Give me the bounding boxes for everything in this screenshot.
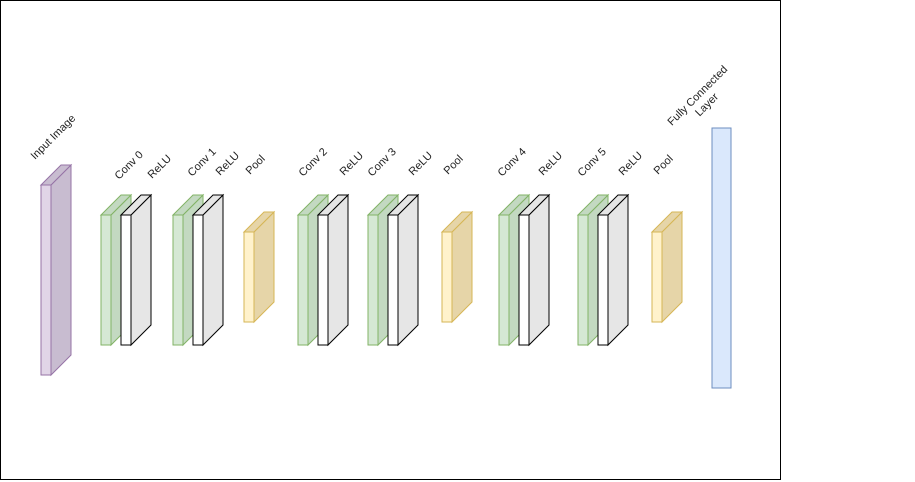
pool-layer-1: [242, 210, 276, 324]
relu-layer-3-face: [387, 214, 399, 346]
pool-layer-5: [650, 210, 684, 324]
pool-layer-3-face: [441, 231, 453, 323]
pool-layer-5-face: [651, 231, 663, 323]
relu-layer-4-face: [518, 214, 530, 346]
relu-layer-5-side: [607, 193, 629, 347]
input-image-layer: [39, 163, 73, 377]
relu-layer-5: [596, 193, 630, 347]
relu-layer-5-face: [597, 214, 609, 346]
conv-layer-4-face: [498, 214, 510, 346]
relu-layer-4: [517, 193, 551, 347]
conv-layer-3-face: [367, 214, 379, 346]
fully-connected-layer: [711, 127, 732, 389]
relu-layer-0-face: [120, 214, 132, 346]
relu-layer-3-side: [397, 193, 419, 347]
relu-layer-3: [386, 193, 420, 347]
relu-layer-2: [316, 193, 350, 347]
relu-layer-4-side: [528, 193, 550, 347]
pool-layer-1-face: [243, 231, 255, 323]
conv-layer-5-face: [577, 214, 589, 346]
relu-layer-1-side: [202, 193, 224, 347]
relu-layer-2-face: [317, 214, 329, 346]
pool-layer-3: [440, 210, 474, 324]
conv-layer-2-face: [297, 214, 309, 346]
conv-layer-0-face: [100, 214, 112, 346]
relu-layer-2-side: [327, 193, 349, 347]
input-image-side: [50, 163, 72, 377]
relu-layer-1-face: [192, 214, 204, 346]
relu-layer-0-side: [130, 193, 152, 347]
relu-layer-0: [119, 193, 153, 347]
relu-layer-1: [191, 193, 225, 347]
conv-layer-1-face: [172, 214, 184, 346]
input-image-face: [40, 184, 52, 376]
